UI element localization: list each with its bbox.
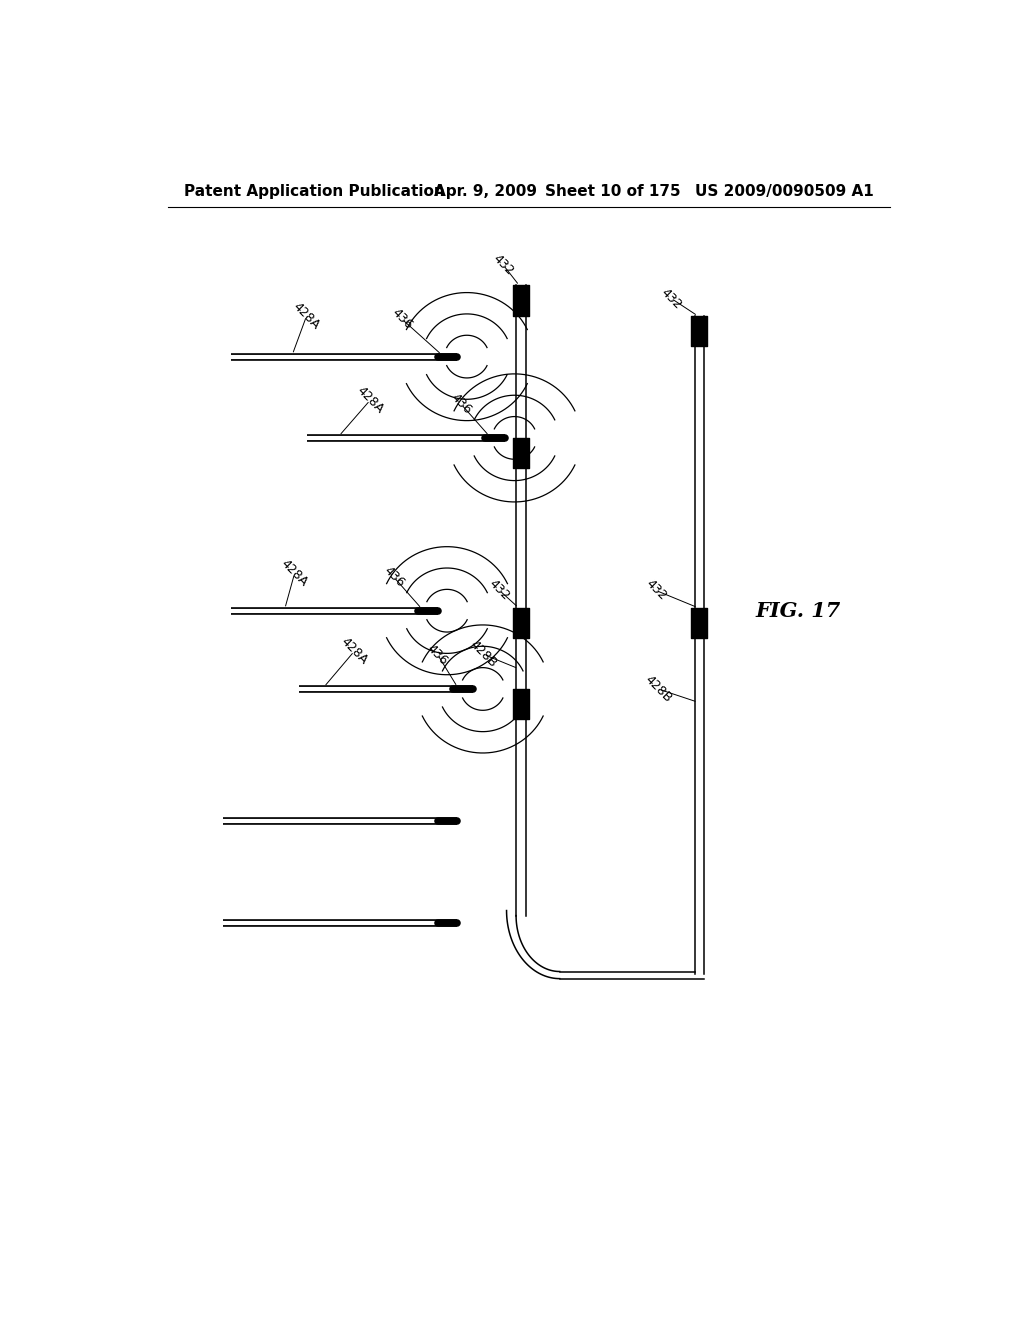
Text: 428B: 428B xyxy=(468,639,500,671)
Text: Patent Application Publication: Patent Application Publication xyxy=(183,183,444,199)
Text: 428A: 428A xyxy=(279,557,310,589)
Text: 432: 432 xyxy=(486,577,512,603)
Text: FIG. 17: FIG. 17 xyxy=(756,601,842,620)
Text: 436: 436 xyxy=(449,392,474,417)
Text: 432: 432 xyxy=(643,577,669,603)
Text: 436: 436 xyxy=(381,564,407,590)
Text: 436: 436 xyxy=(425,642,451,668)
Text: Apr. 9, 2009: Apr. 9, 2009 xyxy=(433,183,537,199)
Text: 428A: 428A xyxy=(291,300,323,331)
Text: Sheet 10 of 175: Sheet 10 of 175 xyxy=(545,183,680,199)
Text: 428A: 428A xyxy=(338,635,370,668)
Text: 428B: 428B xyxy=(642,673,674,705)
Text: 428A: 428A xyxy=(354,384,386,416)
Text: US 2009/0090509 A1: US 2009/0090509 A1 xyxy=(695,183,874,199)
Text: 432: 432 xyxy=(490,252,516,279)
Text: 436: 436 xyxy=(389,306,415,331)
Text: 432: 432 xyxy=(658,285,685,312)
